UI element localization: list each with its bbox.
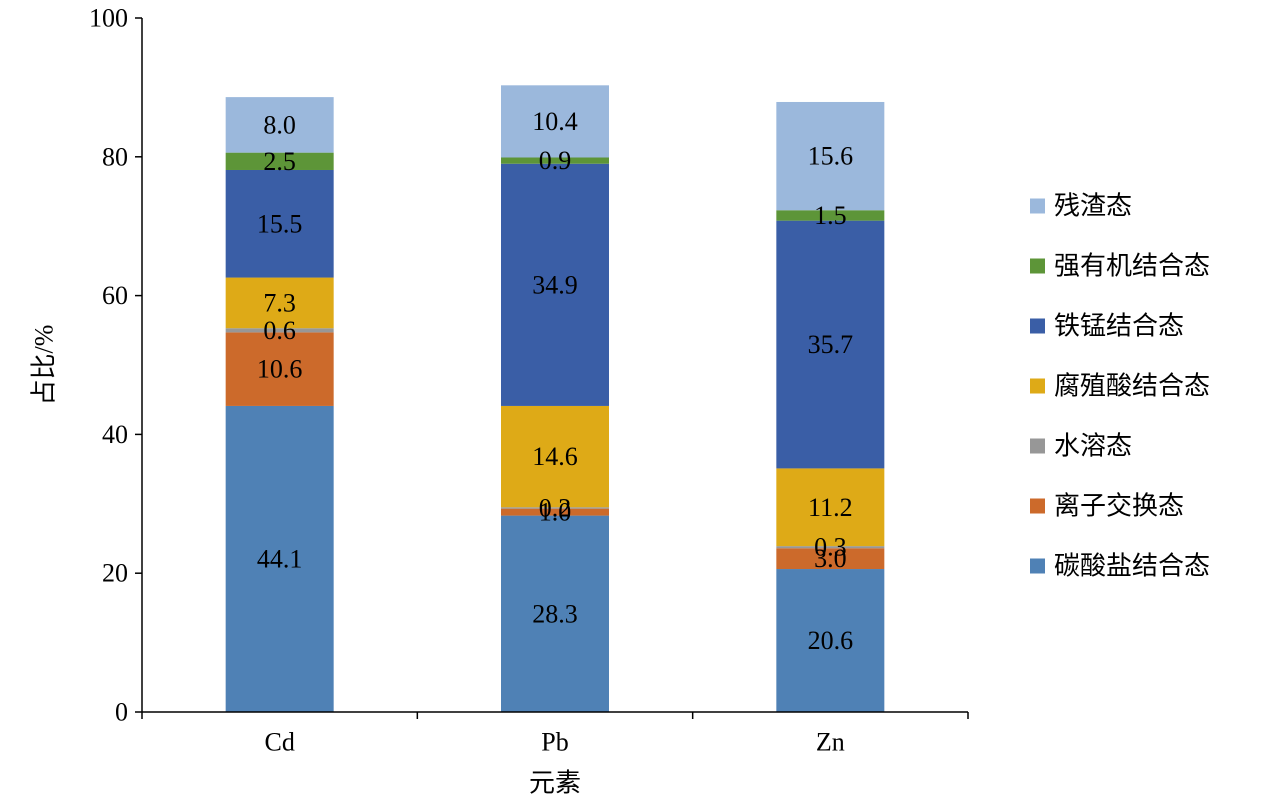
- bar-segment: [501, 508, 609, 516]
- bar-segment: [776, 546, 885, 549]
- y-tick-label: 40: [102, 420, 128, 449]
- x-tick-label: Zn: [816, 728, 845, 757]
- bar-segment: [776, 210, 885, 221]
- y-tick-label: 20: [102, 559, 128, 588]
- data-label: 15.5: [257, 209, 303, 238]
- data-label: 7.3: [263, 288, 296, 317]
- data-label: 3.0: [814, 544, 847, 573]
- data-label: 10.6: [257, 355, 303, 384]
- bar-segment: [225, 332, 334, 406]
- y-tick-label: 100: [89, 4, 128, 33]
- legend-swatch: [1030, 318, 1045, 334]
- legend-swatch: [1030, 498, 1045, 514]
- legend-swatch: [1030, 438, 1045, 454]
- legend-label: 腐殖酸结合态: [1054, 372, 1210, 401]
- y-tick-label: 60: [102, 281, 128, 310]
- data-label: 0.3: [814, 533, 847, 562]
- data-label: 2.5: [263, 147, 296, 176]
- legend-label: 残渣态: [1054, 192, 1132, 221]
- legend-label: 离子交换态: [1054, 492, 1184, 521]
- data-label: 0.9: [539, 146, 572, 175]
- y-tick-label: 80: [102, 142, 128, 171]
- legend-label: 碳酸盐结合态: [1054, 552, 1210, 581]
- bar-segment: [501, 85, 609, 158]
- data-label: 35.7: [808, 330, 854, 359]
- y-axis-title: 占比/%: [30, 325, 59, 406]
- bar-segment: [501, 515, 609, 712]
- bar-segment: [501, 507, 609, 509]
- bar-segment: [225, 405, 334, 712]
- bar-segment: [225, 97, 334, 153]
- legend-swatch: [1030, 198, 1045, 214]
- bar-segment: [776, 548, 885, 570]
- x-tick-label: Pb: [541, 728, 568, 757]
- x-axis-title: 元素: [529, 769, 581, 798]
- bar-segment: [225, 169, 334, 278]
- bar-segment: [776, 569, 885, 712]
- data-label: 28.3: [532, 599, 578, 628]
- bar-segment: [501, 163, 609, 406]
- data-label: 10.4: [532, 107, 578, 136]
- legend-swatch: [1030, 378, 1045, 394]
- legend-swatch: [1030, 258, 1045, 274]
- legend-label: 强有机结合态: [1054, 252, 1210, 281]
- legend-label: 铁锰结合态: [1054, 312, 1184, 341]
- data-label: 0.2: [539, 493, 572, 522]
- data-label: 14.6: [532, 442, 578, 471]
- bar-segment: [776, 468, 885, 547]
- x-tick-label: Cd: [264, 728, 294, 757]
- data-label: 20.6: [808, 626, 854, 655]
- legend-label: 水溶态: [1054, 432, 1132, 461]
- bar-segment: [225, 152, 334, 170]
- data-label: 44.1: [257, 544, 303, 573]
- bar-segment: [225, 277, 334, 329]
- bar-segment: [501, 405, 609, 508]
- y-tick-label: 0: [115, 698, 128, 727]
- data-label: 8.0: [263, 110, 296, 139]
- data-label: 34.9: [532, 270, 578, 299]
- bar-segment: [776, 101, 885, 211]
- data-label: 15.6: [808, 142, 854, 171]
- data-label: 11.2: [808, 493, 853, 522]
- legend-swatch: [1030, 558, 1045, 574]
- bar-segment: [225, 328, 334, 333]
- bar-segment: [776, 220, 885, 469]
- data-label: 0.6: [263, 316, 296, 345]
- bar-segment: [501, 157, 609, 164]
- data-label: 1.0: [539, 498, 572, 527]
- data-label: 1.5: [814, 201, 847, 230]
